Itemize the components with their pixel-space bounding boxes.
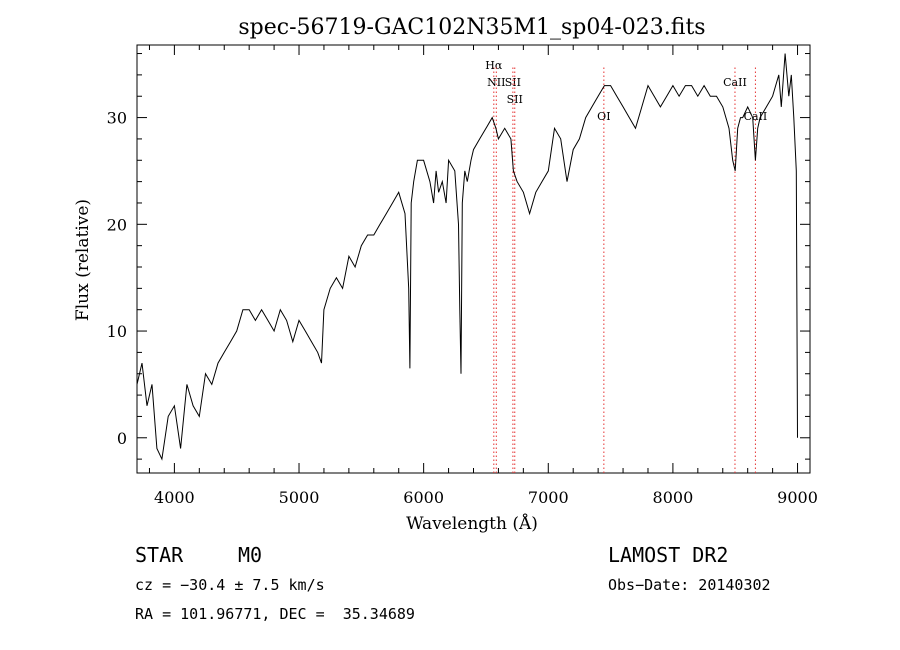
spectral-line-markers: Hα NII SII SII OI CaII CaII xyxy=(485,59,767,473)
redshift-velocity: cz = −30.4 ± 7.5 km/s xyxy=(135,576,325,594)
line-marker-label: SII xyxy=(507,93,523,106)
x-tick-label: 9000 xyxy=(777,488,818,507)
chart-title: spec-56719-GAC102N35M1_sp04-023.fits xyxy=(238,15,705,40)
y-axis: 0 10 20 30 xyxy=(107,53,810,460)
x-tick-label: 8000 xyxy=(653,488,694,507)
object-subclass: M0 xyxy=(238,543,263,567)
line-marker-label: Hα xyxy=(485,59,503,72)
line-marker-label: NII xyxy=(487,76,505,89)
x-axis: 4000 5000 6000 7000 8000 9000 xyxy=(148,45,818,507)
line-marker-label: CaII xyxy=(723,76,747,89)
coordinates: RA = 101.96771, DEC = 35.34689 xyxy=(135,605,415,623)
x-tick-label: 5000 xyxy=(279,488,320,507)
x-axis-label: Wavelength (Å) xyxy=(406,513,538,534)
y-tick-label: 20 xyxy=(107,215,127,234)
x-tick-label: 7000 xyxy=(528,488,569,507)
spectrum-line xyxy=(136,53,798,461)
x-tick-label: 4000 xyxy=(154,488,195,507)
y-tick-label: 0 xyxy=(117,429,127,448)
observation-date: Obs−Date: 20140302 xyxy=(608,576,771,594)
y-tick-label: 10 xyxy=(107,322,127,341)
y-axis-label: Flux (relative) xyxy=(73,199,93,321)
object-type: STAR xyxy=(135,543,184,567)
line-marker-label: CaII xyxy=(744,110,768,123)
line-marker-label: SII xyxy=(505,76,521,89)
survey-name: LAMOST DR2 xyxy=(608,543,729,567)
x-tick-label: 6000 xyxy=(403,488,444,507)
plot-frame xyxy=(136,44,811,474)
y-tick-label: 30 xyxy=(107,109,127,128)
line-marker-label: OI xyxy=(597,110,610,123)
